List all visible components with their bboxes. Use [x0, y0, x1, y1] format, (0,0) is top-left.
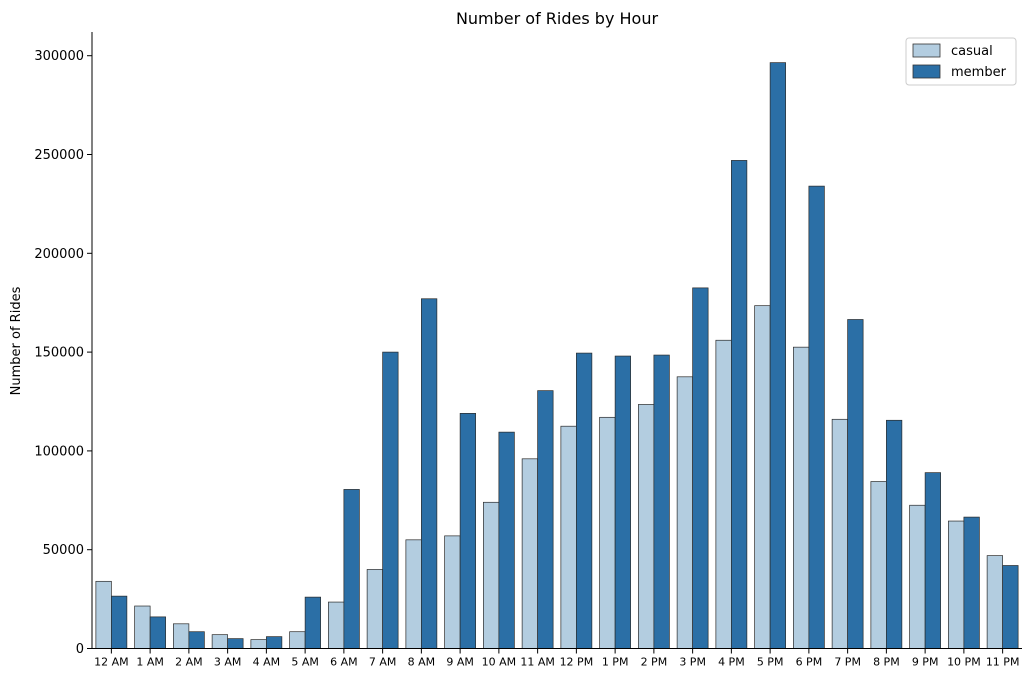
bar-member [653, 354, 670, 649]
bar-casual [948, 520, 965, 649]
y-tick-label: 300000 [34, 49, 84, 64]
x-tick-label: 7 PM [834, 656, 861, 669]
bar-casual [483, 501, 500, 649]
bar-member [266, 636, 283, 649]
bar-casual [444, 535, 461, 649]
legend-label-member: member [951, 65, 1007, 80]
x-tick-label: 3 AM [214, 656, 242, 669]
x-tick-label: 10 AM [482, 656, 517, 669]
x-tick-label: 5 PM [757, 656, 784, 669]
bar-member [692, 287, 709, 649]
bar-casual [638, 404, 655, 649]
bar-member [498, 431, 515, 649]
x-tick-label: 6 PM [796, 656, 823, 669]
x-tick-label: 11 PM [986, 656, 1020, 669]
bar-casual [831, 418, 848, 649]
y-axis-label: Number of Rides [9, 286, 24, 395]
bar-casual [366, 569, 383, 649]
bar-member [731, 160, 748, 649]
x-tick-label: 10 PM [947, 656, 981, 669]
x-tick-label: 1 PM [602, 656, 629, 669]
bar-casual [909, 504, 926, 649]
bar-member [343, 489, 360, 649]
x-tick-label: 8 AM [408, 656, 436, 669]
x-tick-label: 8 PM [873, 656, 900, 669]
y-tick-label: 250000 [34, 148, 84, 163]
bar-casual [173, 623, 190, 649]
x-tick-label: 3 PM [679, 656, 706, 669]
x-tick-label: 6 AM [330, 656, 358, 669]
bar-member [1002, 565, 1019, 649]
x-axis-ticks: 12 AM 1 AM 2 AM 3 AM 4 AM 5 AM 6 AM 7 AM 8 AM 9 A… [94, 648, 1020, 669]
bar-member [963, 516, 980, 649]
y-tick-label: 50000 [43, 543, 84, 558]
y-tick-label: 150000 [34, 346, 84, 361]
x-tick-label: 5 AM [291, 656, 319, 669]
x-tick-label: 9 AM [446, 656, 474, 669]
bar-casual [250, 639, 267, 649]
x-tick-label: 9 PM [912, 656, 939, 669]
chart-title: Number of Rides by Hour [456, 9, 659, 28]
bar-casual [328, 601, 345, 649]
y-tick-label: 100000 [34, 444, 84, 459]
x-tick-label: 11 AM [520, 656, 555, 669]
x-tick-label: 7 AM [369, 656, 397, 669]
x-tick-label: 4 PM [718, 656, 745, 669]
bar-member [614, 355, 631, 649]
legend-label-casual: casual [951, 44, 993, 59]
x-tick-label: 4 AM [253, 656, 281, 669]
bar-member [847, 319, 864, 649]
legend-swatch-member [912, 64, 941, 79]
bar-casual [289, 631, 306, 649]
bar-casual [715, 339, 732, 649]
bar-casual [134, 605, 151, 649]
bar-member [111, 595, 128, 649]
bar-member [304, 596, 321, 649]
bar-member [227, 638, 244, 649]
bar-member [886, 419, 903, 649]
bar-casual [405, 539, 422, 649]
bar-casual [793, 346, 810, 649]
bar-member [808, 185, 825, 649]
bar-member [149, 616, 166, 649]
x-tick-label: 12 AM [94, 656, 129, 669]
bar-casual [521, 458, 538, 649]
y-axis-ticks: 0 50000 100000 150000 200000 250000 300000 [34, 49, 92, 657]
bars [95, 62, 1019, 649]
bar-member [188, 631, 205, 649]
bar-casual [754, 305, 771, 649]
x-tick-label: 12 PM [560, 656, 594, 669]
bar-casual [211, 634, 228, 649]
bar-casual [599, 416, 616, 649]
bar-member [421, 298, 438, 649]
x-tick-label: 1 AM [136, 656, 164, 669]
bar-casual [560, 425, 577, 649]
legend-swatch-casual [912, 43, 941, 58]
y-tick-label: 200000 [34, 247, 84, 262]
x-tick-label: 2 AM [175, 656, 203, 669]
x-tick-label: 2 PM [641, 656, 668, 669]
bar-casual [986, 555, 1003, 649]
bar-casual [870, 481, 887, 649]
bar-member [769, 62, 786, 649]
legend: casual member [905, 37, 1017, 86]
bar-casual [676, 376, 693, 649]
bar-member [576, 352, 593, 649]
bar-member [382, 351, 399, 649]
bar-casual [95, 580, 112, 649]
y-tick-label: 0 [76, 642, 84, 657]
bar-member [537, 390, 554, 649]
bar-member [459, 413, 476, 649]
bar-member [924, 472, 941, 649]
